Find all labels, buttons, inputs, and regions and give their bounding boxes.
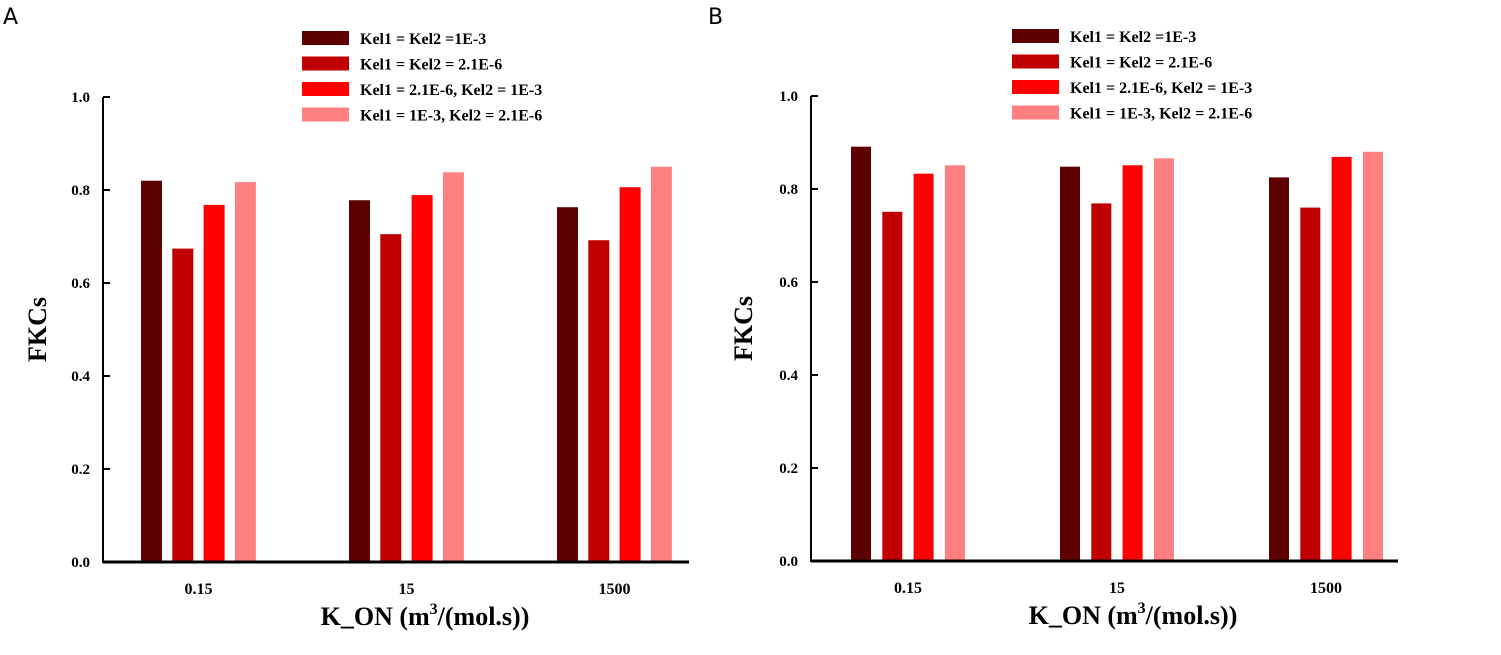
x-axis-title-main: K_ON (m bbox=[321, 602, 430, 631]
x-tick-label: 1500 bbox=[598, 581, 630, 598]
legend: Kel1 = Kel2 =1E-3 Kel1 = Kel2 = 2.1E-6 Kel… bbox=[302, 31, 542, 125]
x-axis-title: K_ON (m3/(mol.s)) bbox=[1029, 600, 1238, 630]
legend-swatch-2 bbox=[1012, 54, 1059, 69]
bar-0.15-series-2 bbox=[882, 211, 903, 561]
panel-letter-a: A bbox=[3, 5, 18, 30]
legend-label-4: Kel1 = 1E-3, Kel2 = 2.1E-6 bbox=[360, 108, 542, 125]
y-tick-label: 0.2 bbox=[71, 462, 90, 478]
y-tick-label: 1.0 bbox=[779, 89, 798, 105]
bar-15-series-1 bbox=[349, 200, 370, 563]
y-tick-label: 0.0 bbox=[71, 555, 90, 571]
legend-swatch-4 bbox=[1012, 105, 1059, 120]
x-tick-label: 0.15 bbox=[184, 581, 212, 598]
y-tick-label: 0.8 bbox=[71, 183, 90, 199]
legend-label-2: Kel1 = Kel2 = 2.1E-6 bbox=[360, 57, 502, 74]
legend-label-2: Kel1 = Kel2 = 2.1E-6 bbox=[1070, 55, 1212, 72]
bar-1500-series-4 bbox=[650, 166, 672, 562]
y-tick-label: 0.0 bbox=[779, 554, 798, 570]
bar-15-series-2 bbox=[1091, 203, 1112, 562]
y-tick-label: 0.4 bbox=[71, 369, 90, 385]
legend-label-1: Kel1 = Kel2 =1E-3 bbox=[1070, 29, 1196, 46]
bar-1500-series-1 bbox=[557, 207, 578, 562]
y-tick-label: 0.6 bbox=[71, 276, 90, 292]
panel-b: B 0.0 0.2 0.4 0.6 0.8 1.0 0.15 15 1500 FKCs K_ON (… bbox=[708, 5, 1398, 630]
bar-15-series-3 bbox=[1122, 165, 1143, 561]
bar-0.15-series-4 bbox=[944, 165, 965, 561]
bar-0.15-series-2 bbox=[172, 248, 194, 562]
legend-label-3: Kel1 = 2.1E-6, Kel2 = 1E-3 bbox=[1070, 80, 1252, 97]
x-tick-label: 0.15 bbox=[894, 580, 922, 597]
bar-15-series-2 bbox=[380, 234, 402, 563]
x-axis-title-main: K_ON (m bbox=[1029, 601, 1138, 630]
legend-label-3: Kel1 = 2.1E-6, Kel2 = 1E-3 bbox=[360, 82, 542, 99]
panel-a: A 0.0 0.2 0.4 0.6 0.8 1.0 0.15 15 1500 FKCs K_ON (… bbox=[3, 5, 689, 631]
bar-0.15-series-1 bbox=[851, 146, 871, 561]
legend-label-1: Kel1 = Kel2 =1E-3 bbox=[360, 31, 486, 48]
legend-label-4: Kel1 = 1E-3, Kel2 = 2.1E-6 bbox=[1070, 106, 1252, 123]
legend-swatch-4 bbox=[302, 107, 349, 122]
legend: Kel1 = Kel2 =1E-3 Kel1 = Kel2 = 2.1E-6 Kel… bbox=[1012, 29, 1252, 123]
legend-swatch-3 bbox=[302, 82, 349, 96]
bar-15-series-3 bbox=[411, 195, 433, 563]
bar-1500-series-1 bbox=[1269, 177, 1289, 561]
y-tick-label: 0.4 bbox=[779, 368, 798, 384]
bar-1500-series-2 bbox=[1300, 207, 1321, 561]
bar-1500-series-4 bbox=[1362, 151, 1383, 562]
y-axis-title: FKCs bbox=[729, 296, 758, 361]
panel-letter-b: B bbox=[708, 5, 723, 30]
bar-15-series-4 bbox=[442, 172, 464, 562]
bar-1500-series-2 bbox=[588, 240, 610, 562]
y-tick-label: 0.8 bbox=[779, 182, 798, 198]
x-tick-label: 15 bbox=[1109, 580, 1125, 597]
y-tick-label: 0.6 bbox=[779, 275, 798, 291]
bar-0.15-series-3 bbox=[913, 173, 934, 561]
y-tick-label: 1.0 bbox=[71, 90, 90, 106]
bar-15-series-1 bbox=[1060, 166, 1080, 561]
bar-15-series-4 bbox=[1153, 158, 1174, 561]
bar-0.15-series-3 bbox=[203, 204, 225, 562]
legend-swatch-2 bbox=[302, 56, 349, 71]
legend-swatch-1 bbox=[302, 31, 349, 45]
x-axis-title-superscript: 3 bbox=[1138, 600, 1146, 617]
bar-0.15-series-1 bbox=[141, 180, 162, 562]
bar-1500-series-3 bbox=[619, 187, 641, 562]
x-axis-title: K_ON (m3/(mol.s)) bbox=[321, 601, 530, 631]
legend-swatch-3 bbox=[1012, 80, 1059, 94]
x-tick-label: 15 bbox=[398, 581, 414, 598]
x-axis-title-superscript: 3 bbox=[430, 601, 438, 618]
bar-1500-series-3 bbox=[1331, 156, 1352, 562]
legend-swatch-1 bbox=[1012, 29, 1059, 43]
y-tick-label: 0.2 bbox=[779, 461, 798, 477]
x-axis-title-tail: /(mol.s)) bbox=[437, 602, 530, 631]
y-axis-title: FKCs bbox=[23, 297, 52, 362]
x-tick-label: 1500 bbox=[1310, 580, 1342, 597]
x-axis-title-tail: /(mol.s)) bbox=[1145, 601, 1238, 630]
bar-0.15-series-4 bbox=[234, 182, 256, 562]
